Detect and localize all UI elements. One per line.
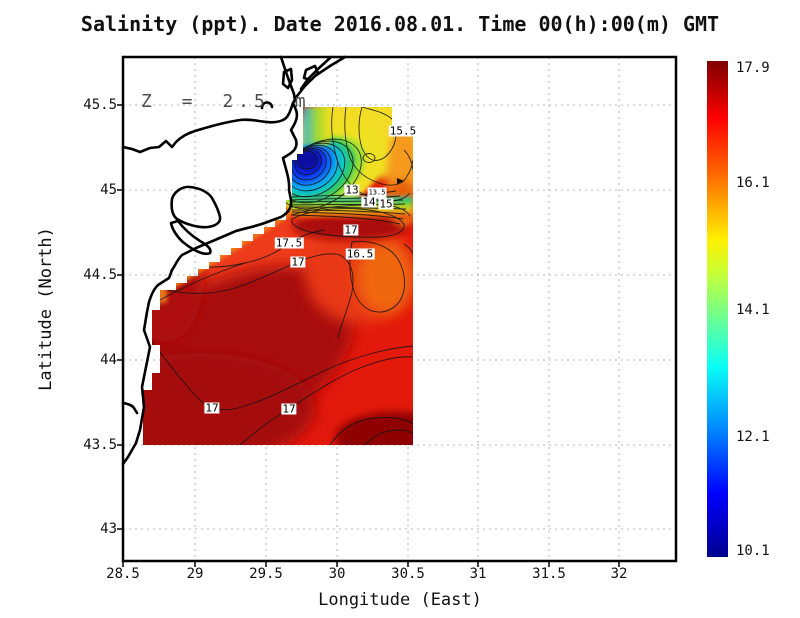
coastline	[121, 55, 347, 466]
y-tick-label: 45	[100, 182, 117, 198]
plot-frame	[117, 55, 678, 567]
colorbar	[707, 61, 728, 557]
x-tick-label: 31	[469, 566, 487, 582]
contour-label: 17.5	[274, 236, 304, 250]
y-tick-label: 44.5	[83, 267, 117, 283]
contour-label: 15	[378, 197, 394, 211]
colorbar-tick-label: 10.1	[736, 543, 770, 559]
contour-label: 15.5	[388, 124, 418, 138]
contour-label: 16.5	[345, 247, 375, 261]
current-arrow-glyph	[397, 178, 404, 184]
y-tick-label: 43.5	[83, 437, 117, 453]
x-axis-title: Longitude (East)	[318, 590, 482, 610]
colorbar-tick-label: 14.1	[736, 302, 770, 318]
x-tick-label: 28.5	[106, 566, 140, 582]
contour-label: 14	[361, 195, 377, 209]
contour-label: 17	[281, 402, 297, 416]
contour-label: 13.5	[367, 187, 387, 199]
y-axis-title: Latitude (North)	[36, 227, 56, 391]
y-tick-label: 44	[100, 352, 117, 368]
y-tick-label: 43	[100, 521, 117, 537]
colorbar-tick-label: 17.9	[736, 60, 770, 76]
x-tick-label: 31.5	[532, 566, 566, 582]
colorbar-tick-label: 16.1	[736, 175, 770, 191]
x-tick-label: 29.5	[249, 566, 283, 582]
plot-title: Salinity (ppt). Date 2016.08.01. Time 00…	[80, 12, 720, 36]
contour-label: 17	[290, 255, 306, 269]
salinity-field	[143, 107, 413, 445]
x-tick-label: 29	[186, 566, 204, 582]
x-tick-label: 32	[610, 566, 628, 582]
contour-label: 17	[204, 401, 220, 415]
colorbar-tick-label: 12.1	[736, 429, 770, 445]
x-tick-label: 30	[328, 566, 346, 582]
y-tick-label: 45.5	[83, 97, 117, 113]
contour-label: 17	[343, 223, 359, 237]
depth-annotation: Z = 2.5 m	[141, 91, 311, 112]
contour-label: 13	[344, 183, 360, 197]
x-tick-label: 30.5	[391, 566, 425, 582]
